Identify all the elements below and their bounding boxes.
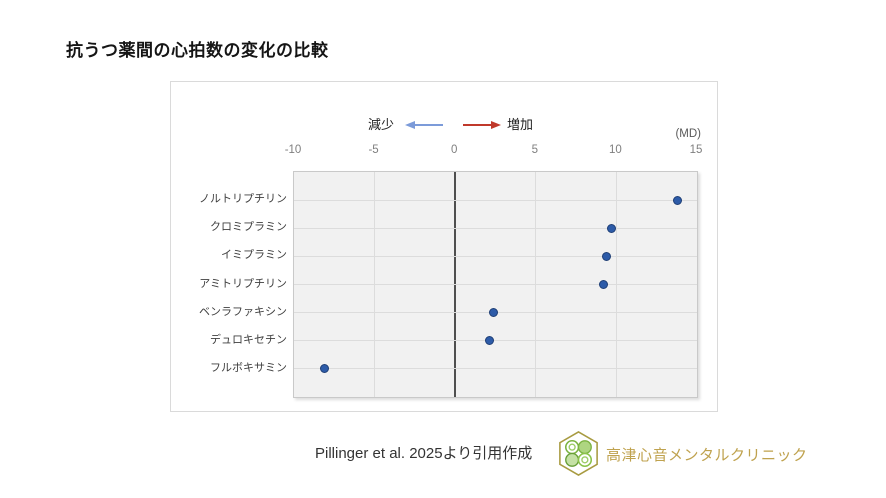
- data-dot: [489, 308, 499, 318]
- x-tick-label: 10: [608, 144, 622, 156]
- horizontal-gridline: [294, 255, 697, 257]
- category-label: デュロキセチン: [210, 333, 287, 346]
- category-label: ベンラファキシン: [199, 305, 287, 318]
- clinic-name: 高津心音メンタルクリニック: [606, 447, 808, 464]
- chart-card: 減少 増加 (MD) -10 -5 0 5 10 15 ノルトリプチリンクロミプラミンイミ…: [170, 81, 718, 412]
- plot-area: [293, 171, 698, 398]
- x-axis-ticks: -10 -5 0 5 10 15: [285, 144, 703, 158]
- data-dot: [599, 280, 608, 289]
- horizontal-gridline: [294, 340, 697, 342]
- left-arrow-icon: [405, 121, 443, 129]
- data-dot: [673, 195, 683, 205]
- x-tick-label: 5: [531, 144, 538, 156]
- clinic-logo-icon: [559, 431, 598, 476]
- x-tick-label: 15: [689, 144, 703, 156]
- category-label: ノルトリプチリン: [199, 193, 287, 206]
- category-labels: ノルトリプチリンクロミプラミンイミプラミンアミトリプチリン ベンラファキシンデュロ…: [171, 171, 287, 396]
- right-arrow-icon: [463, 121, 501, 129]
- horizontal-gridline: [294, 227, 697, 229]
- data-dot: [607, 223, 617, 233]
- horizontal-gridline: [294, 368, 697, 370]
- x-tick-label: -10: [284, 144, 302, 156]
- horizontal-gridline: [294, 284, 697, 285]
- data-dot: [484, 336, 494, 346]
- source-note: Pillinger et al. 2025より引用作成: [315, 445, 533, 462]
- legend-increase-label: 増加: [507, 117, 534, 132]
- category-label: イミプラミン: [221, 249, 287, 262]
- axis-unit-label: (MD): [675, 128, 701, 140]
- page-title: 抗うつ薬間の心拍数の変化の比較: [66, 41, 329, 60]
- category-label: フルボキサミン: [210, 361, 287, 374]
- data-dot: [320, 364, 330, 374]
- category-label: アミトリプチリン: [199, 277, 287, 290]
- data-dot: [602, 251, 612, 261]
- x-tick-label: 0: [450, 144, 458, 156]
- horizontal-gridline: [294, 199, 697, 201]
- legend-decrease-label: 減少: [368, 117, 395, 132]
- x-tick-label: -5: [368, 144, 379, 156]
- category-label: クロミプラミン: [210, 221, 287, 234]
